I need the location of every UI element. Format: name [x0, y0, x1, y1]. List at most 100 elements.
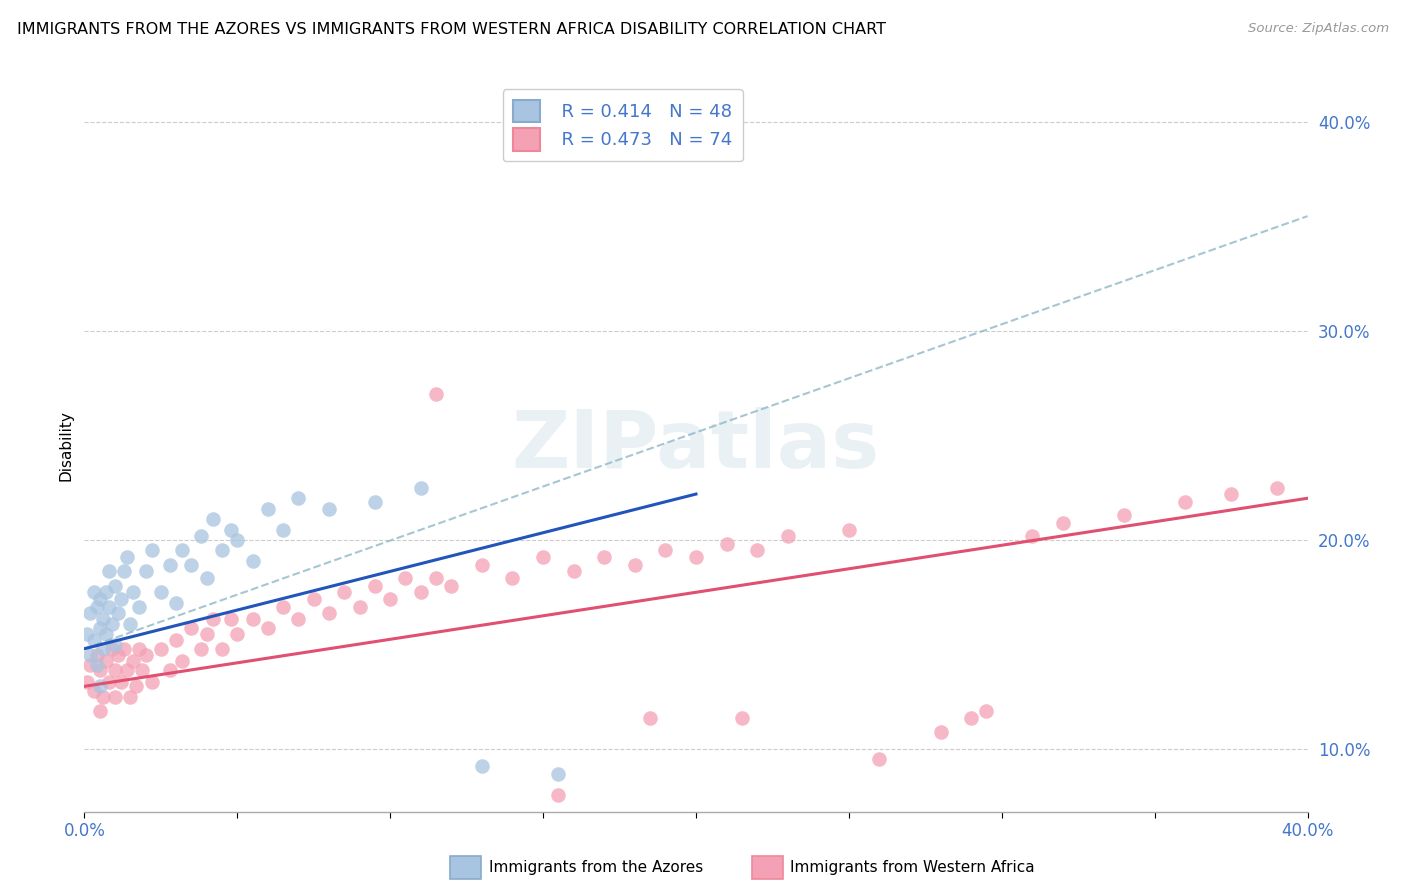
- Point: [226, 627, 249, 641]
- Point: [409, 481, 432, 495]
- Point: [593, 549, 616, 564]
- Point: [159, 663, 181, 677]
- Point: [638, 711, 661, 725]
- Point: [104, 579, 127, 593]
- Point: [89, 705, 111, 719]
- Point: [135, 565, 157, 579]
- Point: [440, 579, 463, 593]
- Point: [107, 606, 129, 620]
- Point: [83, 633, 105, 648]
- Point: [120, 690, 142, 704]
- Point: [776, 529, 799, 543]
- Point: [747, 543, 769, 558]
- Point: [86, 648, 108, 662]
- Point: [654, 543, 676, 558]
- Point: [838, 523, 860, 537]
- Point: [976, 705, 998, 719]
- Point: [364, 579, 387, 593]
- Point: [287, 491, 309, 506]
- Point: [79, 658, 101, 673]
- Point: [318, 501, 340, 516]
- Point: [165, 596, 187, 610]
- Point: [547, 788, 569, 802]
- Point: [141, 675, 163, 690]
- Point: [562, 565, 585, 579]
- Point: [271, 599, 294, 614]
- Point: [318, 606, 340, 620]
- Point: [257, 501, 280, 516]
- Point: [97, 675, 120, 690]
- Point: [89, 591, 111, 606]
- Point: [112, 641, 135, 656]
- Point: [94, 627, 117, 641]
- Text: IMMIGRANTS FROM THE AZORES VS IMMIGRANTS FROM WESTERN AFRICA DISABILITY CORRELAT: IMMIGRANTS FROM THE AZORES VS IMMIGRANTS…: [17, 22, 886, 37]
- Point: [107, 648, 129, 662]
- Point: [219, 612, 242, 626]
- Point: [471, 758, 494, 772]
- Point: [97, 599, 120, 614]
- Point: [89, 679, 111, 693]
- Point: [83, 683, 105, 698]
- Point: [79, 648, 101, 662]
- Point: [349, 599, 371, 614]
- Point: [101, 641, 124, 656]
- Point: [190, 641, 212, 656]
- Point: [172, 543, 194, 558]
- Point: [94, 654, 117, 668]
- Point: [172, 654, 194, 668]
- Text: ZIPatlas: ZIPatlas: [512, 407, 880, 485]
- Point: [624, 558, 647, 573]
- Point: [128, 599, 150, 614]
- Point: [122, 654, 145, 668]
- Point: [76, 627, 98, 641]
- Point: [131, 663, 153, 677]
- Point: [242, 554, 264, 568]
- Point: [257, 621, 280, 635]
- Point: [104, 663, 127, 677]
- Point: [1265, 481, 1288, 495]
- Point: [219, 523, 242, 537]
- Point: [1220, 487, 1243, 501]
- Point: [201, 512, 224, 526]
- Point: [195, 627, 218, 641]
- Point: [165, 633, 187, 648]
- Point: [91, 690, 114, 704]
- Point: [929, 725, 952, 739]
- Point: [159, 558, 181, 573]
- Point: [180, 558, 202, 573]
- Point: [271, 523, 294, 537]
- Point: [101, 616, 124, 631]
- Point: [190, 529, 212, 543]
- Point: [547, 767, 569, 781]
- Point: [149, 585, 172, 599]
- Point: [1114, 508, 1136, 522]
- Point: [97, 565, 120, 579]
- Point: [128, 641, 150, 656]
- Point: [112, 565, 135, 579]
- Point: [104, 638, 127, 652]
- Point: [91, 612, 114, 626]
- Text: Immigrants from the Azores: Immigrants from the Azores: [489, 861, 703, 875]
- Point: [115, 663, 138, 677]
- Point: [91, 641, 114, 656]
- Point: [425, 386, 447, 401]
- Point: [135, 648, 157, 662]
- Point: [1021, 529, 1043, 543]
- Point: [79, 606, 101, 620]
- Point: [195, 571, 218, 585]
- Point: [716, 537, 738, 551]
- Point: [104, 690, 127, 704]
- Point: [110, 591, 132, 606]
- Point: [287, 612, 309, 626]
- Point: [86, 599, 108, 614]
- Point: [201, 612, 224, 626]
- Point: [364, 495, 387, 509]
- Point: [1052, 516, 1074, 531]
- Legend:   R = 0.414   N = 48,   R = 0.473   N = 74: R = 0.414 N = 48, R = 0.473 N = 74: [502, 89, 742, 161]
- Point: [120, 616, 142, 631]
- Point: [380, 591, 402, 606]
- Point: [1174, 495, 1197, 509]
- Point: [110, 675, 132, 690]
- Y-axis label: Disability: Disability: [58, 410, 73, 482]
- Point: [502, 571, 524, 585]
